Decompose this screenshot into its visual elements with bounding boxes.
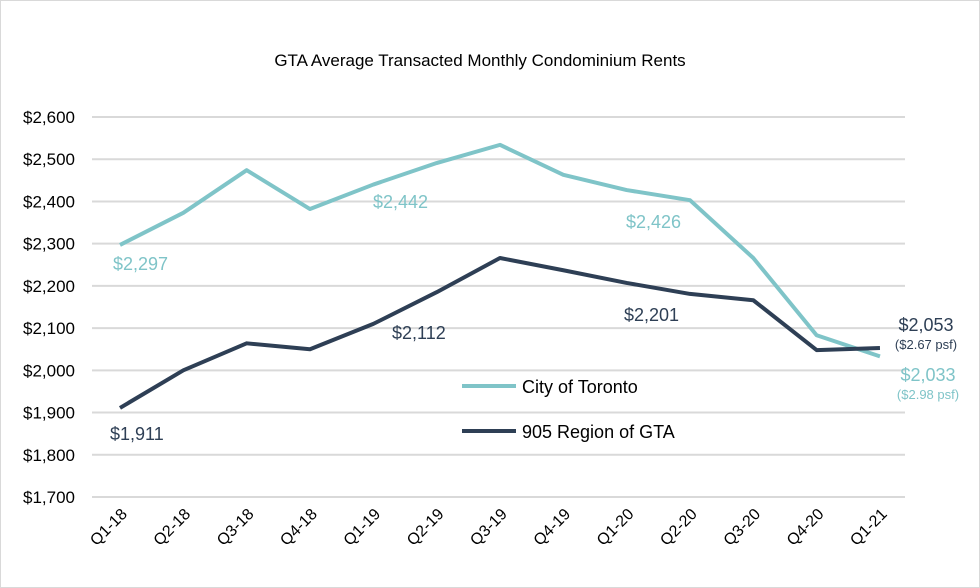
- x-tick-label: Q2-18: [151, 506, 195, 550]
- x-tick-label: Q1-19: [341, 506, 385, 550]
- data-label: $1,911: [110, 424, 164, 444]
- x-tick-label: Q4-18: [277, 506, 321, 550]
- x-tick-label: Q4-19: [531, 506, 575, 550]
- x-tick-label: Q3-20: [721, 506, 765, 550]
- data-label: $2,033: [900, 365, 955, 385]
- chart-title: GTA Average Transacted Monthly Condomini…: [274, 51, 685, 70]
- y-tick-label: $2,300: [23, 235, 75, 254]
- y-tick-label: $2,200: [23, 277, 75, 296]
- legend-label: 905 Region of GTA: [522, 422, 675, 442]
- series-line-905-region: [118, 256, 881, 410]
- legend-label: City of Toronto: [522, 377, 638, 397]
- y-tick-label: $1,700: [23, 488, 75, 507]
- y-tick-label: $2,600: [23, 108, 75, 127]
- data-label: $2,297: [113, 254, 168, 274]
- y-tick-label: $2,000: [23, 361, 75, 380]
- y-tick-label: $2,500: [23, 150, 75, 169]
- x-tick-label: Q3-18: [214, 506, 258, 550]
- series-line-toronto: [119, 142, 881, 359]
- data-label: $2,442: [373, 192, 428, 212]
- x-tick-label: Q3-19: [467, 506, 511, 550]
- psf-label: ($2.67 psf): [895, 337, 957, 352]
- x-tick-label: Q4-20: [784, 506, 828, 550]
- x-tick-label: Q2-20: [657, 506, 701, 550]
- data-label: $2,426: [626, 212, 681, 232]
- data-label: $2,053: [898, 315, 953, 335]
- y-tick-label: $1,800: [23, 446, 75, 465]
- data-label: $2,112: [392, 323, 446, 343]
- data-label: $2,201: [624, 305, 679, 325]
- x-tick-label: Q2-19: [404, 506, 448, 550]
- x-tick-label: Q1-21: [847, 506, 891, 550]
- y-tick-label: $1,900: [23, 404, 75, 423]
- y-tick-label: $2,400: [23, 192, 75, 211]
- psf-label: ($2.98 psf): [897, 387, 959, 402]
- x-tick-label: Q1-18: [87, 506, 131, 550]
- y-tick-label: $2,100: [23, 319, 75, 338]
- x-tick-label: Q1-20: [594, 506, 638, 550]
